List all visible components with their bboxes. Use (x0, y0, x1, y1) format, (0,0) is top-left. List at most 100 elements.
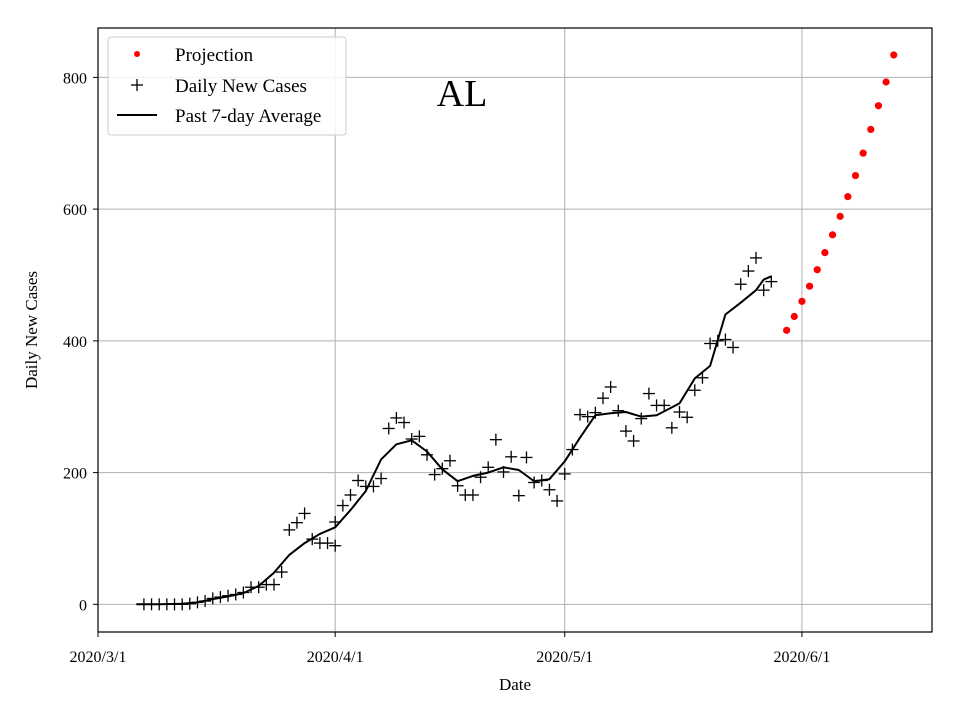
y-tick-label: 800 (63, 70, 87, 87)
daily-case-point (352, 474, 365, 487)
daily-case-point (222, 589, 235, 602)
daily-case-point (696, 371, 709, 384)
daily-case-point (482, 461, 495, 474)
daily-case-point (199, 595, 212, 608)
projection-point (783, 326, 791, 334)
daily-case-point (742, 265, 755, 278)
axes (93, 27, 933, 637)
projection-point (844, 193, 852, 201)
daily-case-point (183, 597, 196, 610)
daily-case-point (390, 411, 403, 424)
projection-point (836, 212, 844, 220)
projection-point (798, 297, 806, 305)
daily-case-point (298, 507, 311, 520)
daily-case-point (466, 488, 479, 501)
daily-case-point (566, 443, 579, 456)
legend-cases-marker (131, 79, 143, 91)
state-annotation: AL (437, 73, 488, 115)
daily-case-point (474, 471, 487, 484)
daily-case-point (275, 566, 288, 579)
y-tick-label: 200 (63, 466, 87, 483)
daily-case-point (375, 472, 388, 485)
daily-case-point (642, 387, 655, 400)
daily-case-point (627, 434, 640, 447)
daily-case-point (688, 384, 701, 397)
daily-case-point (704, 337, 717, 350)
daily-case-point (734, 278, 747, 291)
daily-case-point (214, 591, 227, 604)
daily-case-point (505, 450, 518, 463)
daily-case-point (321, 537, 334, 550)
y-tick-label: 600 (63, 202, 87, 219)
daily-case-point (727, 341, 740, 354)
projection-point (828, 231, 837, 239)
daily-case-point (421, 448, 434, 461)
daily-case-point (398, 416, 411, 429)
legend-projection-label: Projection (175, 45, 254, 66)
daily-case-point (520, 451, 533, 464)
projection-point (851, 171, 860, 180)
daily-case-point (589, 406, 602, 419)
daily-case-point (229, 588, 242, 601)
daily-case-point (512, 489, 525, 502)
daily-case-point (290, 516, 303, 529)
daily-case-point (336, 499, 349, 512)
tick-labels: 2020/3/1 2020/4/1 2020/5/1 2020/6/1 0 200 400 6… (63, 70, 830, 666)
projection-point (805, 282, 814, 290)
daily-case-point (750, 251, 763, 264)
daily-case-point (528, 476, 541, 489)
daily-case-point (681, 411, 694, 424)
y-tick-label: 0 (79, 597, 87, 614)
y-tick-label: 400 (63, 334, 87, 351)
daily-case-point (306, 533, 319, 546)
daily-case-point (329, 516, 342, 529)
daily-case-point (436, 462, 449, 475)
daily-case-point (619, 425, 632, 438)
daily-case-point (451, 479, 464, 492)
daily-case-point (497, 465, 510, 478)
daily-case-point (551, 494, 564, 507)
daily-case-point (574, 408, 587, 421)
daily-case-point (367, 480, 380, 493)
daily-case-point (283, 523, 296, 536)
projection-series (783, 51, 898, 334)
daily-case-point (558, 467, 571, 480)
daily-case-point (581, 410, 594, 423)
x-axis-label: Date (499, 675, 531, 694)
daily-case-point (612, 404, 625, 417)
daily-case-point (206, 592, 219, 605)
daily-case-point (252, 581, 265, 594)
projection-point (859, 149, 867, 157)
daily-case-point (443, 454, 456, 467)
projection-point (813, 266, 821, 274)
legend-average-label: Past 7-day Average (175, 106, 321, 127)
projection-point (790, 312, 798, 321)
daily-case-point (535, 474, 548, 487)
daily-case-point (176, 598, 189, 611)
x-tick-label: 2020/3/1 (70, 649, 127, 666)
y-axis-label: Daily New Cases (22, 271, 41, 389)
daily-case-point (673, 406, 686, 419)
legend-cases-label: Daily New Cases (175, 76, 307, 97)
projection-point (821, 249, 829, 257)
projection-point (874, 102, 883, 110)
daily-case-point (765, 275, 778, 288)
daily-case-point (489, 433, 502, 446)
cases-series (137, 251, 778, 611)
projection-point (890, 51, 898, 59)
daily-case-point (719, 333, 732, 346)
daily-case-point (757, 284, 770, 297)
daily-case-point (604, 380, 617, 393)
daily-case-point (413, 430, 426, 443)
daily-case-point (711, 334, 724, 347)
x-tick-label: 2020/5/1 (536, 649, 593, 666)
daily-case-point (596, 392, 609, 405)
daily-case-point (543, 483, 556, 496)
daily-case-point (635, 412, 648, 425)
daily-case-point (329, 539, 342, 552)
daily-case-point (191, 596, 204, 609)
daily-case-point (428, 468, 441, 481)
legend: Projection Daily New Cases Past 7-day Av… (107, 36, 347, 136)
daily-case-point (658, 399, 671, 412)
